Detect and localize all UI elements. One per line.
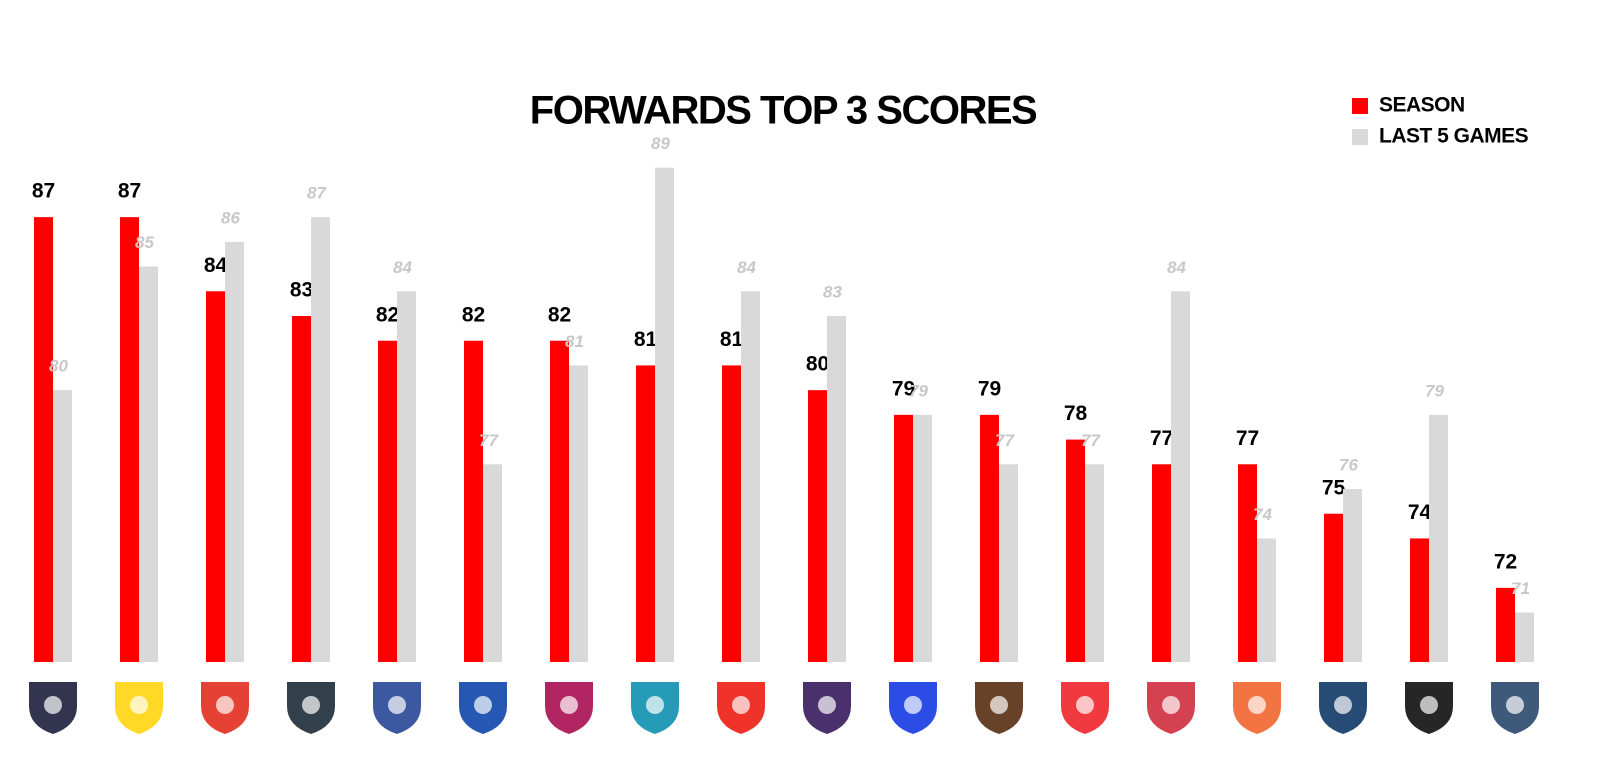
value-label: 75 bbox=[1322, 476, 1346, 499]
value-label: 83 bbox=[823, 282, 842, 301]
bar bbox=[1343, 489, 1362, 662]
bar bbox=[34, 217, 53, 662]
bar bbox=[1515, 612, 1534, 662]
value-label: 82 bbox=[462, 303, 485, 326]
bar bbox=[636, 365, 655, 662]
value-label: 77 bbox=[995, 431, 1015, 450]
bar bbox=[655, 167, 674, 662]
value-label: 84 bbox=[204, 254, 228, 277]
value-label: 81 bbox=[720, 328, 744, 351]
value-label: 78 bbox=[1064, 402, 1088, 425]
value-label: 84 bbox=[1167, 258, 1186, 277]
value-label: 83 bbox=[290, 279, 313, 302]
bar bbox=[722, 365, 741, 662]
value-label: 74 bbox=[1253, 505, 1272, 524]
bar bbox=[1171, 291, 1190, 662]
bar bbox=[980, 414, 999, 662]
team-logo-detail bbox=[130, 696, 148, 714]
value-label: 81 bbox=[565, 332, 584, 351]
legend-label: SEASON bbox=[1379, 94, 1465, 117]
bar bbox=[1324, 513, 1343, 662]
value-label: 76 bbox=[1339, 455, 1358, 474]
value-label: 80 bbox=[806, 353, 829, 376]
value-label: 82 bbox=[548, 303, 571, 326]
bar bbox=[827, 316, 846, 662]
team-logo-detail bbox=[990, 696, 1008, 714]
value-label: 79 bbox=[892, 377, 915, 400]
bar bbox=[1238, 464, 1257, 662]
bar bbox=[225, 241, 244, 662]
team-logo-detail bbox=[560, 696, 578, 714]
bar bbox=[913, 414, 932, 662]
bar bbox=[550, 340, 569, 662]
value-label: 80 bbox=[49, 357, 68, 376]
value-label: 84 bbox=[393, 258, 412, 277]
legend-swatch bbox=[1352, 98, 1368, 114]
value-label: 77 bbox=[1236, 427, 1259, 450]
team-logo-detail bbox=[646, 696, 664, 714]
value-label: 87 bbox=[118, 180, 141, 203]
bar bbox=[1429, 414, 1448, 662]
team-logo-detail bbox=[1248, 696, 1266, 714]
bar bbox=[292, 316, 311, 662]
value-label: 86 bbox=[221, 208, 240, 227]
team-logo-detail bbox=[904, 696, 922, 714]
value-label: 71 bbox=[1511, 579, 1530, 598]
value-label: 77 bbox=[1081, 431, 1101, 450]
value-label: 87 bbox=[307, 184, 327, 203]
bar bbox=[1496, 587, 1515, 662]
bar bbox=[999, 464, 1018, 662]
value-label: 89 bbox=[651, 134, 670, 153]
bar bbox=[378, 340, 397, 662]
team-logo-detail bbox=[1076, 696, 1094, 714]
bar bbox=[53, 390, 72, 662]
value-label: 79 bbox=[978, 377, 1001, 400]
team-logo-detail bbox=[1506, 696, 1524, 714]
team-logo-detail bbox=[44, 696, 62, 714]
team-logo-detail bbox=[818, 696, 836, 714]
bar bbox=[1152, 464, 1171, 662]
value-label: 81 bbox=[634, 328, 658, 351]
bar bbox=[120, 217, 139, 662]
chart-title: FORWARDS TOP 3 SCORES bbox=[530, 89, 1037, 133]
bar bbox=[894, 414, 913, 662]
value-label: 74 bbox=[1408, 501, 1432, 524]
bar bbox=[1085, 464, 1104, 662]
team-logo-detail bbox=[1420, 696, 1438, 714]
bar bbox=[1257, 538, 1276, 662]
bar bbox=[569, 365, 588, 662]
bar bbox=[397, 291, 416, 662]
value-label: 79 bbox=[1425, 381, 1444, 400]
value-label: 77 bbox=[479, 431, 499, 450]
team-logo-detail bbox=[732, 696, 750, 714]
value-label: 72 bbox=[1494, 550, 1517, 573]
value-label: 79 bbox=[909, 381, 928, 400]
value-label: 77 bbox=[1150, 427, 1173, 450]
bar bbox=[808, 390, 827, 662]
value-label: 85 bbox=[135, 233, 154, 252]
bar bbox=[311, 217, 330, 662]
value-label: 84 bbox=[737, 258, 756, 277]
bar bbox=[1066, 439, 1085, 662]
team-logo-detail bbox=[1162, 696, 1180, 714]
bar bbox=[1410, 538, 1429, 662]
value-label: 82 bbox=[376, 303, 399, 326]
legend-swatch bbox=[1352, 129, 1368, 145]
bar bbox=[483, 464, 502, 662]
bar bbox=[206, 291, 225, 662]
value-label: 87 bbox=[32, 180, 55, 203]
bar bbox=[741, 291, 760, 662]
team-logo-detail bbox=[388, 696, 406, 714]
legend-label: LAST 5 GAMES bbox=[1379, 125, 1529, 148]
team-logo-detail bbox=[474, 696, 492, 714]
bar bbox=[464, 340, 483, 662]
team-logo-detail bbox=[216, 696, 234, 714]
bar bbox=[139, 266, 158, 662]
team-logo-detail bbox=[302, 696, 320, 714]
team-logo-detail bbox=[1334, 696, 1352, 714]
